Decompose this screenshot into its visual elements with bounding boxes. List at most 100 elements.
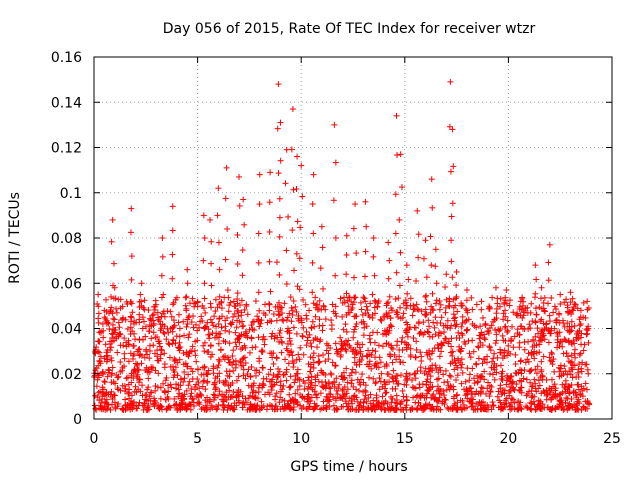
data-point — [104, 346, 111, 353]
data-point — [349, 366, 356, 373]
data-point — [144, 406, 151, 413]
data-point — [150, 317, 157, 324]
data-point — [319, 244, 326, 251]
data-point — [350, 225, 357, 232]
data-point — [454, 372, 461, 379]
data-point — [206, 331, 213, 338]
data-point — [345, 406, 352, 413]
data-point — [127, 313, 134, 320]
data-point — [410, 334, 417, 341]
data-point — [539, 376, 546, 383]
data-point — [308, 324, 315, 331]
data-point — [391, 351, 398, 358]
data-point — [473, 301, 480, 308]
data-point-peak — [343, 232, 350, 239]
data-point — [275, 170, 282, 177]
data-point — [174, 405, 181, 412]
data-point — [168, 384, 175, 391]
data-point — [481, 376, 488, 383]
data-point — [192, 300, 199, 307]
data-point — [364, 353, 371, 360]
data-point — [138, 360, 145, 367]
data-point — [286, 391, 293, 398]
data-point — [216, 266, 223, 273]
data-point-peak — [223, 164, 230, 171]
data-point — [361, 273, 368, 280]
data-point — [548, 349, 555, 356]
data-point — [277, 327, 284, 334]
data-point — [323, 340, 330, 347]
data-point — [159, 321, 166, 328]
data-point-peak — [403, 262, 410, 269]
data-point-peak — [256, 171, 263, 178]
data-point — [469, 365, 476, 372]
data-point — [360, 399, 367, 406]
data-point — [236, 202, 243, 209]
data-point — [389, 373, 396, 380]
data-point — [256, 201, 263, 208]
data-point — [108, 388, 115, 395]
data-point — [186, 331, 193, 338]
data-point — [471, 380, 478, 387]
data-point — [303, 342, 310, 349]
data-point — [501, 404, 508, 411]
data-point — [145, 403, 152, 410]
data-point — [433, 365, 440, 372]
data-point — [328, 326, 335, 333]
data-point — [121, 355, 128, 362]
data-point — [399, 184, 406, 191]
data-point — [377, 359, 384, 366]
data-point — [165, 382, 172, 389]
data-point — [101, 378, 108, 385]
data-point — [293, 250, 300, 257]
data-point — [322, 358, 329, 365]
data-point — [582, 398, 589, 405]
data-point — [577, 320, 584, 327]
data-point — [212, 296, 219, 303]
data-point — [192, 352, 199, 359]
data-point — [355, 387, 362, 394]
data-point — [280, 382, 287, 389]
data-point — [308, 394, 315, 401]
data-point — [327, 391, 334, 398]
data-point — [371, 304, 378, 311]
data-point — [378, 317, 385, 324]
data-point — [427, 373, 434, 380]
data-point — [289, 227, 296, 234]
data-point — [239, 404, 246, 411]
data-point — [201, 348, 208, 355]
data-point — [479, 385, 486, 392]
data-point — [315, 358, 322, 365]
data-point — [217, 330, 224, 337]
data-point — [381, 378, 388, 385]
data-point — [412, 370, 419, 377]
data-point — [351, 274, 358, 281]
data-point — [448, 213, 455, 220]
data-point — [408, 376, 415, 383]
data-point — [218, 299, 225, 306]
data-point — [511, 333, 518, 340]
data-point — [574, 305, 581, 312]
data-point — [386, 293, 393, 300]
data-point — [180, 318, 187, 325]
data-point — [160, 380, 167, 387]
y-tick-label: 0.04 — [51, 322, 82, 338]
data-point — [413, 338, 420, 345]
data-point — [336, 381, 343, 388]
data-point — [378, 370, 385, 377]
data-point — [175, 311, 182, 318]
data-point — [437, 301, 444, 308]
data-point — [563, 350, 570, 357]
data-point — [204, 378, 211, 385]
data-point-peak — [294, 153, 301, 160]
data-point — [182, 360, 189, 367]
data-point — [527, 379, 534, 386]
data-point — [448, 335, 455, 342]
data-point — [201, 295, 208, 302]
data-point — [121, 363, 128, 370]
data-point — [201, 280, 208, 287]
data-point — [156, 405, 163, 412]
x-tick-label: 25 — [603, 431, 621, 447]
data-point — [145, 375, 152, 382]
data-point — [536, 341, 543, 348]
